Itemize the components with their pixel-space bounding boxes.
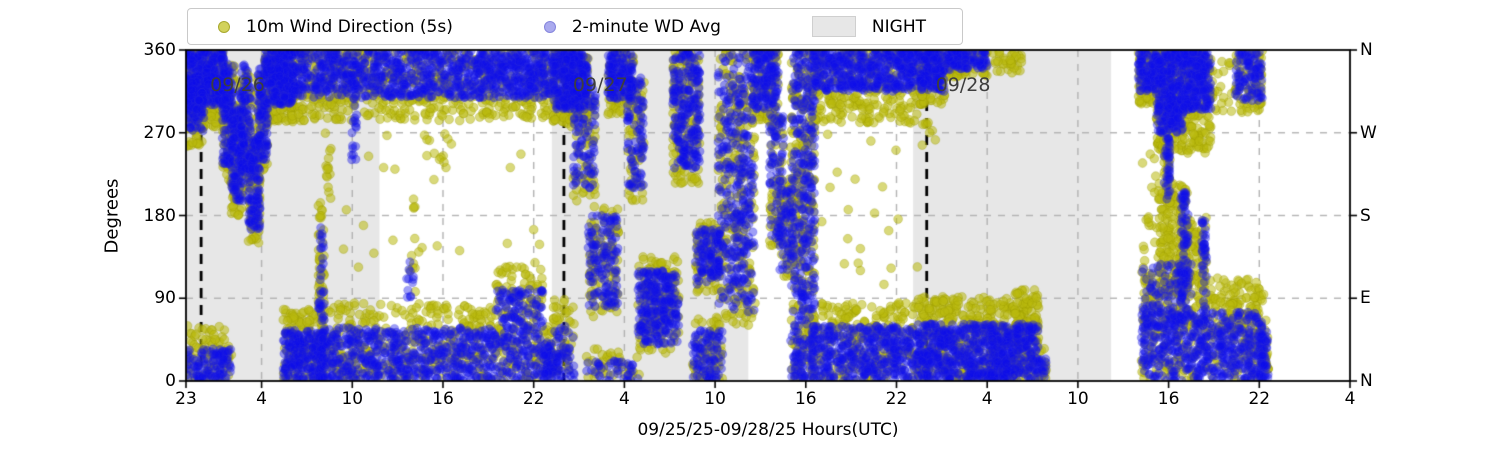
legend-label: NIGHT (871, 16, 926, 37)
x-tick-label: 10 (341, 389, 364, 409)
x-tick-label: 16 (1157, 389, 1180, 409)
y-tick-label-compass: N (1360, 371, 1373, 391)
y-tick-label-degrees: 0 (165, 371, 176, 391)
yellow-dot-marker-icon (218, 20, 230, 33)
x-tick-label: 22 (522, 389, 545, 409)
legend-label: 2-minute WD Avg (571, 16, 721, 37)
legend-label: 10m Wind Direction (5s) (246, 16, 453, 37)
x-axis-label: 09/25/25-09/28/25 Hours(UTC) (637, 420, 899, 440)
y-tick-label-degrees: 90 (154, 288, 176, 309)
x-tick-label: 22 (885, 389, 908, 409)
x-tick-label: 4 (256, 389, 267, 409)
y-tick-label-compass: S (1360, 205, 1371, 226)
legend-item-5s-wind: 10m Wind Direction (5s) (218, 17, 453, 37)
y-tick-label-compass: N (1360, 40, 1373, 60)
legend-item-night: NIGHT (811, 16, 926, 37)
night-patch-icon (811, 16, 856, 37)
x-tick-label: 16 (432, 389, 454, 409)
blue-dot-marker-icon (543, 20, 556, 33)
y-tick-label-degrees: 180 (143, 205, 176, 226)
x-tick-label: 10 (1067, 389, 1089, 409)
x-tick-label: 16 (794, 389, 817, 409)
x-tick-label: 23 (175, 389, 197, 409)
x-tick-label: 22 (1248, 389, 1271, 409)
x-tick-label: 4 (981, 389, 993, 409)
date-annotation: 09/28 (935, 74, 991, 96)
date-annotation: 09/26 (210, 74, 265, 96)
y-tick-label-degrees: 360 (143, 40, 176, 60)
x-tick-label: 10 (704, 389, 726, 409)
y-tick-label-degrees: 270 (143, 122, 176, 143)
legend-item-2min-avg: 2-minute WD Avg (543, 16, 721, 37)
x-tick-label: 4 (1344, 389, 1356, 409)
legend: 10m Wind Direction (5s) 2-minute WD Avg … (187, 8, 963, 45)
x-tick-label: 4 (618, 389, 630, 409)
date-annotation: 09/27 (572, 74, 628, 96)
y-tick-label-compass: E (1360, 288, 1371, 309)
y-tick-label-compass: W (1360, 122, 1377, 143)
